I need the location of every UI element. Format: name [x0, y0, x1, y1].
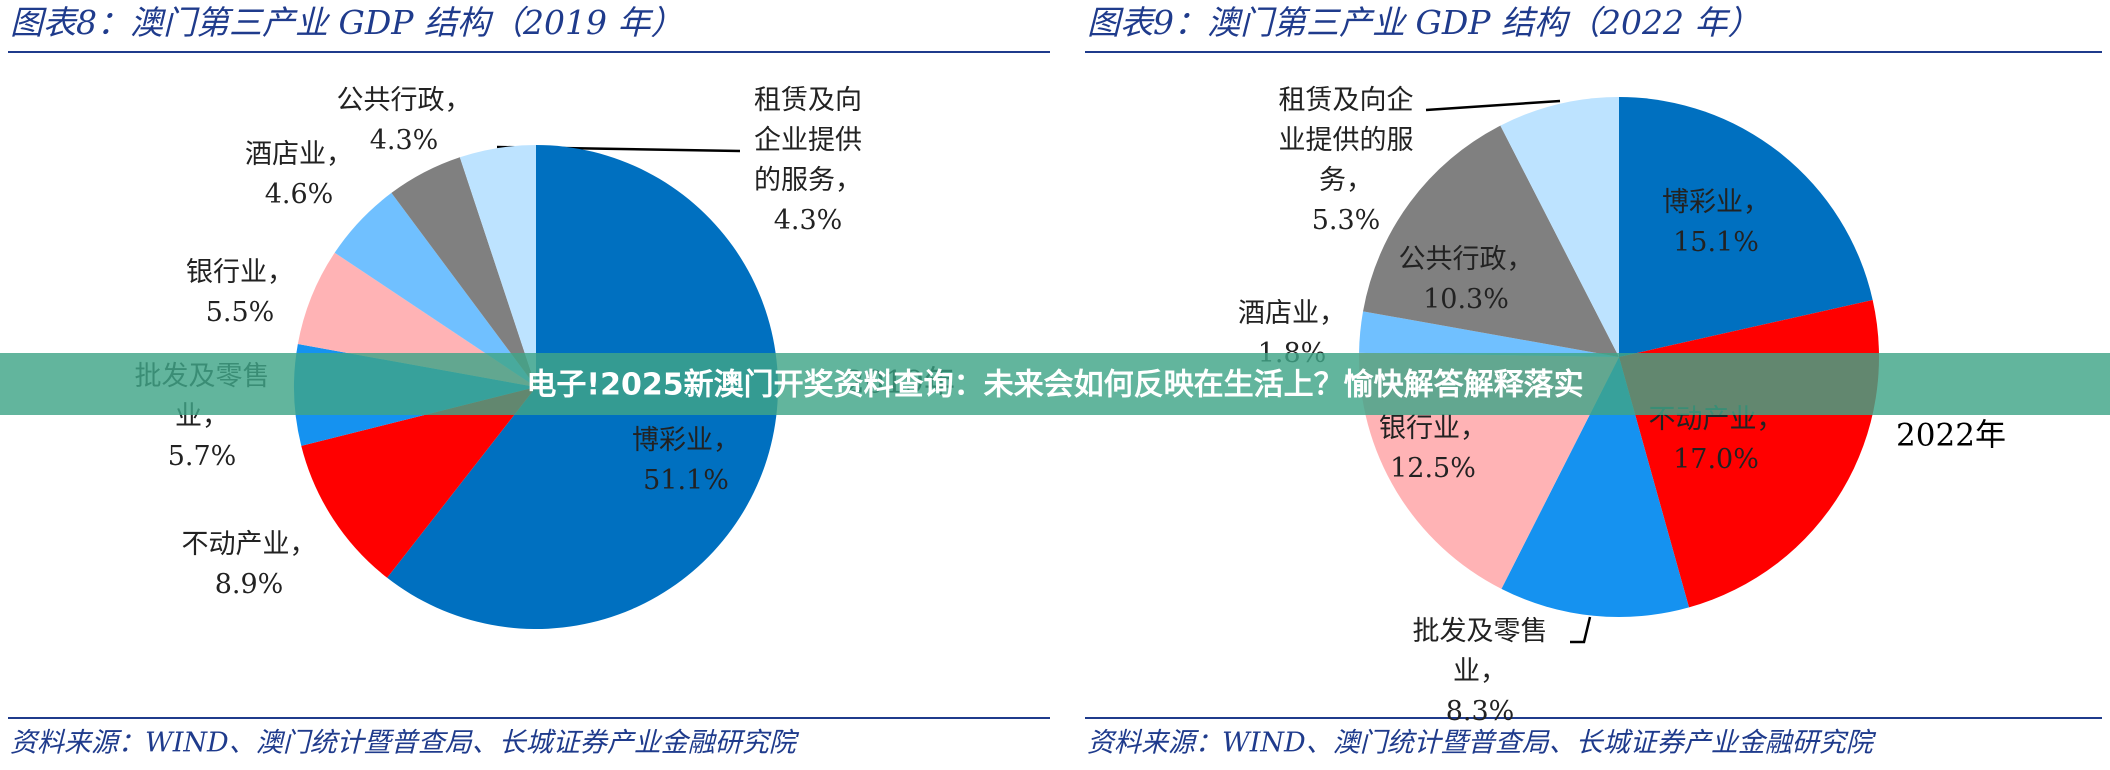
category-line: 银行业，	[1379, 413, 1487, 444]
pie-slice	[1359, 311, 1619, 357]
value-label: 4.3%	[370, 125, 439, 156]
value-label: 5.5%	[206, 297, 275, 328]
category-line: 业，	[1453, 656, 1507, 687]
value-label: 10.3%	[1423, 284, 1509, 315]
category-label: 租赁及向企业提供的服务，	[1279, 85, 1414, 196]
category-line: 企业提供	[754, 125, 862, 156]
category-label: 租赁及向企业提供的服务，	[754, 85, 862, 196]
category-label: 银行业，	[186, 257, 294, 288]
chart-title: 图表8：澳门第三产业 GDP 结构（2019 年）	[10, 3, 683, 42]
category-line: 公共行政，	[1399, 244, 1534, 275]
category-line: 银行业，	[186, 257, 294, 288]
slice-label: 银行业， 5.5%	[186, 257, 294, 328]
value-label: 8.9%	[215, 569, 284, 600]
category-label: 酒店业，	[1238, 298, 1346, 329]
category-line: 业提供的服	[1279, 125, 1414, 156]
category-line: 的服务，	[754, 165, 862, 196]
value-label: 15.1%	[1673, 227, 1759, 258]
value-label: 5.3%	[1312, 205, 1381, 236]
pie-slice	[459, 145, 536, 387]
year-label: 2022年	[1896, 418, 2006, 454]
chart-title: 图表9：澳门第三产业 GDP 结构（2022 年）	[1087, 3, 1760, 42]
category-line: 批发及零售	[1413, 616, 1548, 647]
chart-source: 资料来源：WIND、澳门统计暨普查局、长城证券产业金融研究院	[1087, 728, 1877, 759]
pie-slice	[334, 192, 536, 387]
value-label: 12.5%	[1390, 453, 1476, 484]
category-line: 酒店业，	[245, 139, 353, 170]
slice-label: 租赁及向企业提供的服务， 5.3%	[1279, 85, 1414, 236]
slice-label: 不动产业， 8.9%	[182, 529, 317, 600]
banner-bg	[0, 353, 2110, 415]
slice-label: 博彩业， 15.1%	[1662, 187, 1770, 258]
category-line: 租赁及向企	[1279, 85, 1414, 116]
pie-slice	[1500, 97, 1619, 357]
category-label: 博彩业，	[632, 425, 740, 456]
category-label: 公共行政，	[1399, 244, 1534, 275]
category-label: 银行业，	[1379, 413, 1487, 444]
pie-slice	[1501, 357, 1690, 617]
category-label: 批发及零售业，	[1413, 616, 1548, 687]
pie-slice	[1363, 125, 1619, 357]
leader-line	[1570, 616, 1592, 644]
value-label: 17.0%	[1673, 444, 1759, 475]
value-label: 51.1%	[643, 465, 729, 496]
value-label: 5.7%	[168, 441, 237, 472]
slice-label: 酒店业， 4.6%	[245, 139, 353, 210]
slice-label: 银行业， 12.5%	[1379, 413, 1487, 484]
slice-label: 公共行政， 4.3%	[337, 85, 472, 156]
category-label: 博彩业，	[1662, 187, 1770, 218]
category-line: 博彩业，	[632, 425, 740, 456]
banner-text: 电子!2025新澳门开奖资料查询：未来会如何反映在生活上？愉快解答解释落实	[526, 368, 1583, 403]
leader-line	[1425, 99, 1561, 112]
category-label: 酒店业，	[245, 139, 353, 170]
value-label: 4.6%	[265, 179, 334, 210]
pie-slice	[1619, 97, 1873, 357]
slice-label: 博彩业， 51.1%	[632, 425, 740, 496]
category-line: 务，	[1319, 165, 1373, 196]
category-line: 博彩业，	[1662, 187, 1770, 218]
value-label: 4.3%	[774, 205, 843, 236]
category-line: 不动产业，	[182, 529, 317, 560]
category-label: 公共行政，	[337, 85, 472, 116]
slice-label: 公共行政， 10.3%	[1399, 244, 1534, 315]
category-line: 酒店业，	[1238, 298, 1346, 329]
slice-label: 租赁及向企业提供的服务， 4.3%	[754, 85, 862, 236]
slice-label: 批发及零售业， 8.3%	[1413, 616, 1548, 727]
pie-slice	[301, 387, 536, 578]
category-line: 租赁及向	[754, 85, 862, 116]
pie-slice	[391, 157, 536, 387]
value-label: 8.3%	[1446, 696, 1515, 727]
category-line: 公共行政，	[337, 85, 472, 116]
chart-source: 资料来源：WIND、澳门统计暨普查局、长城证券产业金融研究院	[10, 728, 800, 759]
category-label: 不动产业，	[182, 529, 317, 560]
